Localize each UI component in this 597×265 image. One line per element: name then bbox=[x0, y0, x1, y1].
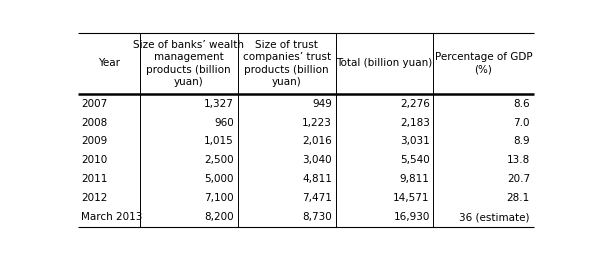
Text: 7,100: 7,100 bbox=[204, 193, 234, 204]
Text: 2008: 2008 bbox=[81, 117, 107, 127]
Text: 7,471: 7,471 bbox=[302, 193, 332, 204]
Text: 2012: 2012 bbox=[81, 193, 107, 204]
Text: Size of trust
companies’ trust
products (billion
yuan): Size of trust companies’ trust products … bbox=[242, 40, 331, 87]
Text: 5,540: 5,540 bbox=[400, 156, 430, 165]
Text: 5,000: 5,000 bbox=[204, 174, 234, 184]
Text: 7.0: 7.0 bbox=[513, 117, 530, 127]
Text: Total (billion yuan): Total (billion yuan) bbox=[336, 58, 433, 68]
Text: 2,276: 2,276 bbox=[400, 99, 430, 109]
Text: Percentage of GDP
(%): Percentage of GDP (%) bbox=[435, 52, 533, 75]
Text: 8.9: 8.9 bbox=[513, 136, 530, 147]
Text: 14,571: 14,571 bbox=[393, 193, 430, 204]
Text: Year: Year bbox=[98, 58, 120, 68]
Text: 2010: 2010 bbox=[81, 156, 107, 165]
Text: March 2013: March 2013 bbox=[81, 212, 143, 222]
Text: Size of banks’ wealth
management
products (billion
yuan): Size of banks’ wealth management product… bbox=[133, 40, 244, 87]
Text: 1,223: 1,223 bbox=[302, 117, 332, 127]
Text: 3,031: 3,031 bbox=[400, 136, 430, 147]
Text: 1,015: 1,015 bbox=[204, 136, 234, 147]
Text: 13.8: 13.8 bbox=[507, 156, 530, 165]
Text: 2,500: 2,500 bbox=[204, 156, 234, 165]
Text: 1,327: 1,327 bbox=[204, 99, 234, 109]
Text: 28.1: 28.1 bbox=[507, 193, 530, 204]
Text: 16,930: 16,930 bbox=[393, 212, 430, 222]
Text: 2007: 2007 bbox=[81, 99, 107, 109]
Text: 960: 960 bbox=[214, 117, 234, 127]
Text: 9,811: 9,811 bbox=[400, 174, 430, 184]
Text: 2009: 2009 bbox=[81, 136, 107, 147]
Text: 949: 949 bbox=[312, 99, 332, 109]
Text: 20.7: 20.7 bbox=[507, 174, 530, 184]
Text: 3,040: 3,040 bbox=[302, 156, 332, 165]
Text: 8,200: 8,200 bbox=[204, 212, 234, 222]
Text: 2,016: 2,016 bbox=[302, 136, 332, 147]
Text: 4,811: 4,811 bbox=[302, 174, 332, 184]
Text: 8,730: 8,730 bbox=[302, 212, 332, 222]
Text: 2011: 2011 bbox=[81, 174, 107, 184]
Text: 36 (estimate): 36 (estimate) bbox=[460, 212, 530, 222]
Text: 2,183: 2,183 bbox=[400, 117, 430, 127]
Text: 8.6: 8.6 bbox=[513, 99, 530, 109]
